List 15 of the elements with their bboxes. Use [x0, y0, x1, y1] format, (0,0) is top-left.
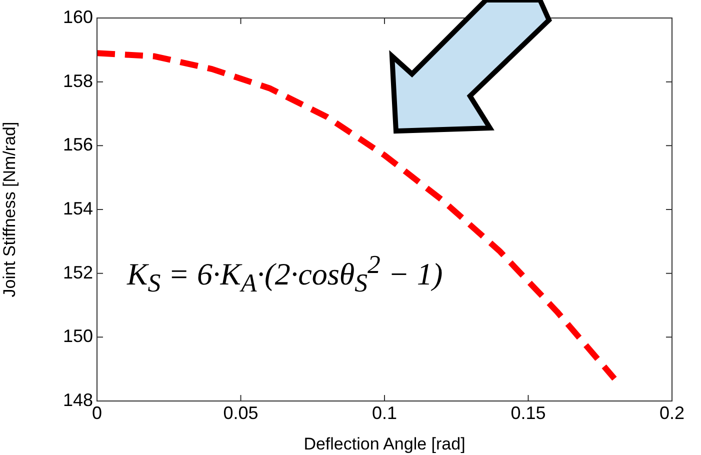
- y-tick-label: 158: [62, 70, 93, 91]
- annotation: K$_{S}$ = 6·K$_{A}$·(2·cosθ$_{S}$$^{2}$ − 1): [127, 250, 443, 299]
- x-axis-title: Deflection Angle [rad]: [304, 434, 466, 454]
- y-tick-label: 152: [62, 262, 93, 282]
- x-tick-label: 0.05: [223, 402, 258, 423]
- y-tick-label: 156: [62, 134, 93, 155]
- y-tick-label: 154: [62, 198, 93, 218]
- x-tick-label: 0.15: [510, 402, 546, 423]
- x-tick-label: 0.1: [372, 402, 398, 423]
- x-tick-label: 0: [92, 402, 102, 423]
- y-tick-label: 150: [62, 326, 93, 346]
- y-tick-label: 160: [62, 6, 93, 27]
- y-axis-title: Joint Stiffness [Nm/rad]: [0, 122, 19, 298]
- y-tick-label: 148: [62, 390, 93, 410]
- x-tick-label: 0.2: [659, 402, 685, 423]
